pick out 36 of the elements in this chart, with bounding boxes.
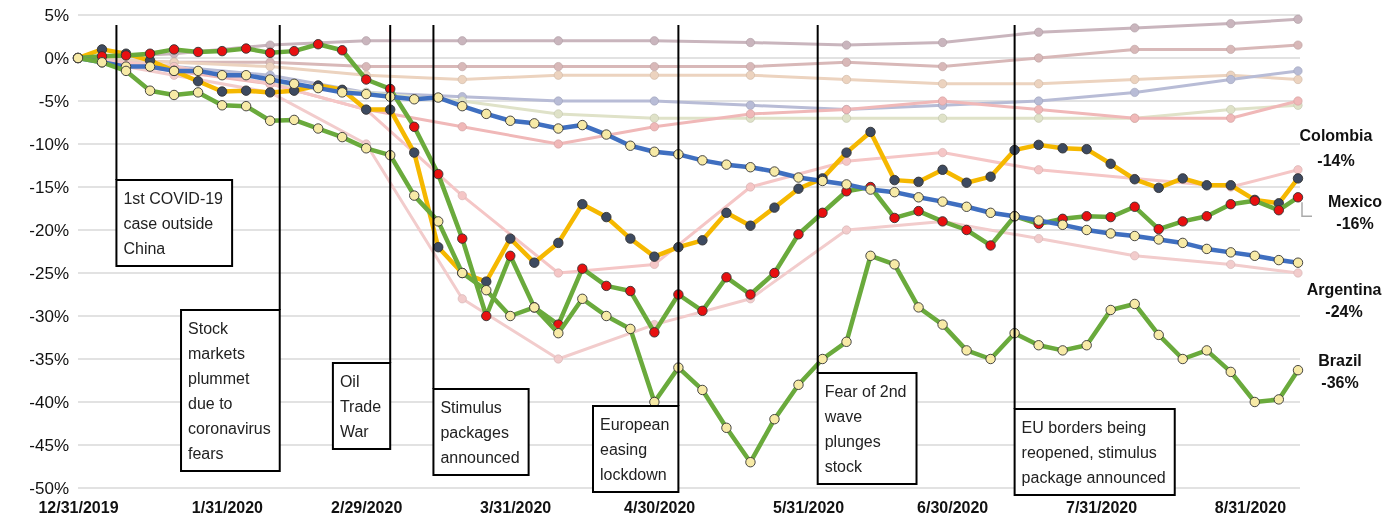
series-label: Colombia <box>1299 127 1373 144</box>
y-tick-label: -5% <box>38 92 69 112</box>
y-tick-label: 5% <box>44 6 69 26</box>
y-tick-label: -45% <box>29 436 69 456</box>
y-tick-label: -35% <box>29 350 69 370</box>
y-tick-label: -25% <box>29 264 69 284</box>
ref-line-label: Fear of 2nd wave plunges stock <box>823 383 907 475</box>
series-label: Mexico <box>1327 192 1383 210</box>
y-tick-label: 0% <box>44 49 69 69</box>
x-tick-label: 2/29/2020 <box>331 499 403 517</box>
y-tick-label: -30% <box>29 307 69 327</box>
ref-line-label: European easing lockdown <box>600 416 670 483</box>
ref-line-label: EU borders being reopened, stimulus package announced <box>1021 419 1166 486</box>
x-tick-label: 8/31/2020 <box>1214 499 1287 517</box>
ref-line-label: Stimulus packages announced <box>440 399 520 466</box>
y-tick-label: -15% <box>29 178 69 198</box>
annotation: -16% <box>1336 214 1374 232</box>
x-tick-label: 7/31/2020 <box>1065 499 1138 517</box>
annotation: -36% <box>1321 373 1359 391</box>
y-tick-label: -40% <box>29 393 69 413</box>
ref-line-label: Stock markets plummet due to coronavirus fears <box>188 320 271 462</box>
y-tick-label: -50% <box>29 479 69 499</box>
x-tick-label: 5/31/2020 <box>772 499 845 517</box>
x-tick-label: 3/31/2020 <box>479 499 552 517</box>
ref-line-label: 1st COVID-19 case outside China <box>123 190 224 257</box>
annotation: -14% <box>1317 152 1355 169</box>
y-tick-label: -20% <box>29 221 69 241</box>
series-label: Argentina <box>1306 281 1382 299</box>
ref-line-label: Oil Trade War <box>339 373 382 440</box>
x-tick-label: 6/30/2020 <box>917 499 989 517</box>
x-tick-label: 12/31/2019 <box>38 499 119 517</box>
series-label: Brazil <box>1318 351 1362 369</box>
annotation: -24% <box>1325 303 1363 321</box>
x-tick-label: 4/30/2020 <box>624 499 696 517</box>
y-tick-label: -10% <box>29 135 69 155</box>
x-tick-label: 1/31/2020 <box>191 499 264 517</box>
